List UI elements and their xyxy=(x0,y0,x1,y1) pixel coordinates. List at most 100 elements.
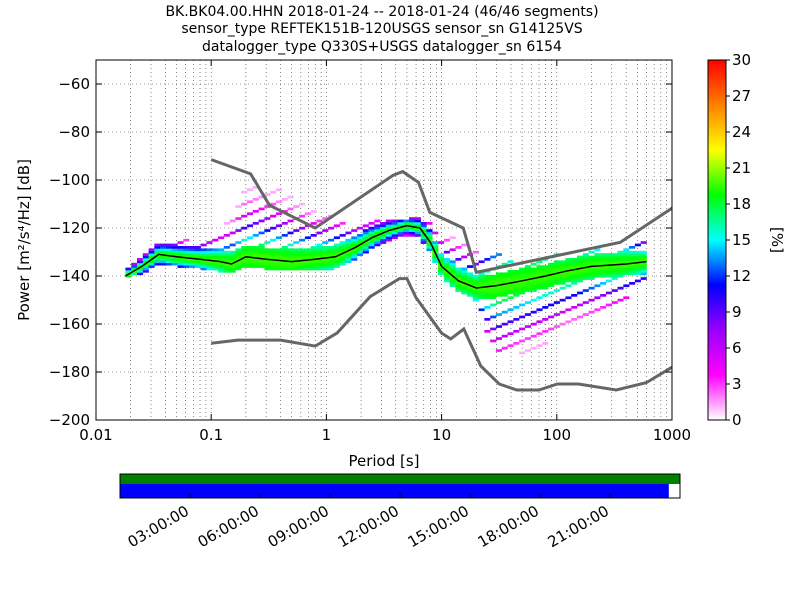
psd-cell xyxy=(328,248,335,252)
psd-cell xyxy=(154,260,161,264)
psd-cell xyxy=(600,306,607,309)
psd-cell xyxy=(530,322,537,326)
psd-cell xyxy=(171,260,178,264)
psd-cell xyxy=(472,277,479,280)
psd-cell xyxy=(530,270,537,273)
psd-cell xyxy=(484,294,491,297)
psd-cell xyxy=(304,267,311,271)
psd-cell xyxy=(472,294,479,297)
psd-cell xyxy=(466,282,474,285)
y-axis-ticks: −200 −180 −160 −140 −120 −100 −80 −60 xyxy=(49,75,672,429)
psd-cell xyxy=(235,241,242,244)
psd-cell xyxy=(490,289,497,292)
psd-cell xyxy=(484,274,491,278)
psd-cell xyxy=(328,238,335,242)
psd-cell xyxy=(189,255,196,259)
psd-cell xyxy=(380,229,387,232)
psd-cell xyxy=(374,243,381,247)
psd-cell xyxy=(275,236,283,240)
psd-cell xyxy=(553,282,560,285)
psd-cell xyxy=(478,286,485,290)
psd-cell xyxy=(246,224,254,228)
psd-cell xyxy=(246,253,254,256)
psd-cell xyxy=(478,296,485,300)
psd-cell xyxy=(501,279,508,283)
psd-cell xyxy=(414,224,421,228)
psd-cell xyxy=(600,253,607,256)
psd-cell xyxy=(310,246,317,249)
psd-cell xyxy=(385,234,393,237)
psd-cell xyxy=(293,253,300,256)
psd-cell xyxy=(553,277,560,280)
psd-cell xyxy=(553,279,560,283)
psd-cell xyxy=(542,284,549,288)
psd-cell xyxy=(293,241,300,244)
psd-cell xyxy=(513,342,520,345)
psd-cell xyxy=(310,234,317,237)
psd-cell xyxy=(559,298,566,302)
psd-cell xyxy=(605,265,613,268)
psd-cell xyxy=(565,277,572,280)
psd-cell xyxy=(310,222,317,225)
psd-cell xyxy=(246,265,254,268)
psd-cell xyxy=(368,226,375,230)
psd-cell xyxy=(490,303,497,307)
psd-cell xyxy=(194,246,201,249)
psd-cell xyxy=(362,241,369,244)
psd-cell xyxy=(351,250,358,254)
psd-cell xyxy=(478,291,485,295)
psd-cell xyxy=(177,265,184,268)
psd-cell xyxy=(594,262,601,266)
psd-cell xyxy=(490,296,497,300)
psd-cell xyxy=(183,238,190,242)
psd-cell xyxy=(565,262,572,266)
psd-cell xyxy=(293,205,300,208)
psd-cell xyxy=(588,277,595,280)
psd-cell xyxy=(513,274,520,278)
time-tick-label: 21:00:00 xyxy=(545,502,612,551)
psd-cell xyxy=(600,267,607,271)
psd-cell xyxy=(328,267,335,271)
psd-cell xyxy=(322,250,329,254)
psd-cell xyxy=(356,241,364,244)
psd-cell xyxy=(293,248,300,252)
psd-cell xyxy=(443,267,450,271)
psd-cell xyxy=(200,255,207,259)
psd-cell xyxy=(374,226,381,230)
psd-cell xyxy=(594,248,601,252)
psd-cell xyxy=(223,265,230,268)
psd-cell xyxy=(385,231,393,235)
psd-cell xyxy=(519,315,526,319)
psd-cell xyxy=(229,253,236,256)
psd-cell xyxy=(229,267,236,271)
psd-cell xyxy=(478,277,485,280)
psd-cell xyxy=(246,246,254,249)
psd-cell xyxy=(246,260,254,264)
psd-cell xyxy=(235,217,242,220)
psd-cell xyxy=(594,258,601,261)
psd-cell xyxy=(356,248,364,252)
psd-cell xyxy=(611,267,618,271)
psd-cell xyxy=(513,272,520,276)
psd-cell xyxy=(362,224,369,228)
psd-cell xyxy=(154,248,161,252)
psd-cell xyxy=(264,255,271,259)
psd-cell xyxy=(513,279,520,283)
psd-cell xyxy=(148,250,155,254)
psd-cell xyxy=(409,222,416,225)
psd-cell xyxy=(524,286,531,290)
psd-cell xyxy=(183,248,190,252)
psd-cell xyxy=(287,243,294,247)
psd-cell xyxy=(264,193,271,196)
psd-cell xyxy=(339,255,346,259)
colorbar-gradient xyxy=(707,59,727,421)
psd-cell xyxy=(507,344,514,348)
psd-cell xyxy=(617,286,624,290)
psd-cell xyxy=(588,298,595,302)
psd-cell xyxy=(160,255,167,259)
psd-cell xyxy=(553,265,560,268)
psd-cell xyxy=(154,255,161,259)
psd-cell xyxy=(333,248,340,252)
psd-cell xyxy=(154,250,161,254)
psd-cell xyxy=(212,262,219,266)
